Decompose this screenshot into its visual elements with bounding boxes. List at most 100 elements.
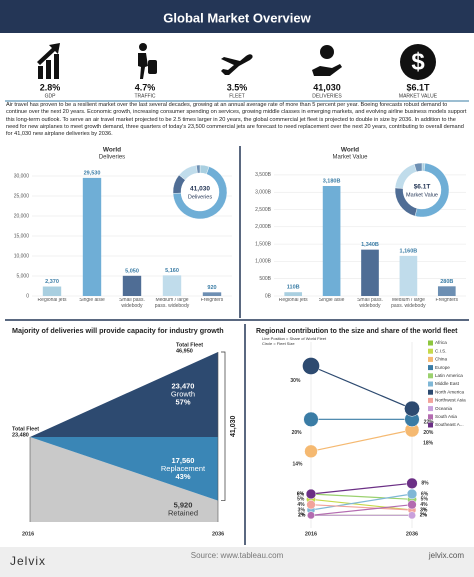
- value-label: 110B: [287, 285, 300, 291]
- point-label: 4%: [297, 502, 305, 508]
- footer-bar: [0, 547, 474, 577]
- bar: [437, 286, 456, 296]
- point-label: 2%: [420, 513, 428, 519]
- slope-line: [310, 493, 413, 511]
- x-tick-label: Small pass. widebody: [119, 298, 145, 309]
- point-label: 2%: [298, 513, 306, 519]
- intro: Air travel has proven to be a resilient …: [6, 102, 467, 138]
- slope-point: [303, 411, 319, 427]
- y-tick-label: 30,000: [14, 173, 30, 179]
- icon: [148, 60, 157, 74]
- y-tick-label: 3,000B: [255, 190, 272, 196]
- legend-label: Oceania: [435, 406, 453, 411]
- slope-line: [310, 493, 413, 500]
- x-tick-label: 2016: [305, 531, 317, 537]
- legend-swatch: [428, 356, 433, 362]
- legend-swatch: [428, 414, 433, 420]
- value-label: 920: [207, 285, 216, 291]
- legend-label: Southeast A...: [435, 422, 464, 427]
- total-value: 46,950: [176, 348, 193, 354]
- flow-area: [30, 436, 218, 522]
- flow-area: [30, 352, 218, 437]
- icon: [320, 45, 334, 59]
- header-title: Global Market Overview: [163, 10, 311, 25]
- point-label: 20%: [423, 430, 434, 436]
- bar: [202, 292, 222, 296]
- legend-label: Middle East: [435, 381, 460, 386]
- chart-subtitle: Circle = Fleet Size: [262, 341, 295, 346]
- legend-swatch: [428, 348, 433, 354]
- donut-center: [403, 171, 441, 209]
- value-label: 2,370: [45, 279, 59, 285]
- legend-swatch: [428, 397, 433, 403]
- bar: [361, 249, 379, 296]
- bar: [122, 275, 142, 296]
- y-tick-label: 3,500B: [255, 172, 272, 178]
- x-tick-label: Freighters: [200, 298, 224, 303]
- kpi-value: 2.8%: [40, 82, 61, 92]
- kpi-label: DELIVERIES: [312, 93, 342, 99]
- x-tick-box: Single aisle: [79, 298, 105, 303]
- value-label: 1,340B: [361, 242, 379, 248]
- icon: [139, 43, 147, 51]
- kpi-label: GDP: [45, 93, 57, 99]
- chart-subtitle: Deliveries: [99, 155, 125, 161]
- legend-label: Northwest Asia: [435, 398, 466, 403]
- slope-point: [304, 444, 318, 459]
- y-tick-label: 0B: [265, 293, 272, 299]
- legend-swatch: [428, 389, 433, 395]
- x-tick-label: Small pass. widebody: [357, 298, 383, 309]
- x-tick-box: Small pass. widebody: [119, 298, 145, 309]
- flow-area: [30, 436, 218, 501]
- point-label: 3%: [420, 507, 428, 513]
- point-label: 2%: [298, 513, 306, 519]
- value-label: 5,160: [165, 268, 179, 274]
- donut-label: 41,030: [190, 186, 210, 193]
- x-tick-label: Single aisle: [318, 298, 345, 303]
- x-tick-label: 2036: [406, 531, 418, 537]
- point-label: 18%: [423, 441, 434, 447]
- y-tick-label: 500B: [259, 276, 271, 282]
- slope-line: [310, 498, 413, 511]
- segment-value: 17,560: [172, 456, 195, 465]
- footer-source: Source: www.tableau.com: [191, 551, 284, 560]
- value-label: 3,180B: [323, 178, 341, 184]
- kpi-label: TRAFFIC: [134, 93, 155, 99]
- y-tick-label: 2,500B: [255, 207, 272, 213]
- x-tick-box: Medium / large pass. widebody: [391, 298, 425, 308]
- bar: [82, 177, 102, 296]
- slope-point: [302, 357, 320, 375]
- point-label: 8%: [421, 481, 429, 487]
- slope-point: [306, 500, 316, 510]
- kpi-label: FLEET: [229, 93, 245, 99]
- intro-box: Air travel has proven to be a resilient …: [6, 102, 467, 138]
- x-tick-label: Single aisle: [79, 298, 105, 303]
- legend-label: C.I.S.: [435, 348, 447, 353]
- bar: [322, 185, 341, 296]
- value-label: 29,530: [84, 170, 101, 176]
- chart-subtitle: Line Position = Share of World Fleet: [262, 336, 327, 341]
- segment-share: 57%: [175, 397, 190, 406]
- point-label: 2%: [420, 513, 428, 519]
- slope-point: [305, 488, 317, 500]
- total-value: 23,480: [12, 432, 29, 438]
- kpi-icons: $: [37, 43, 436, 80]
- legend-swatch: [428, 340, 433, 346]
- slope-line: [310, 504, 413, 516]
- segment-value: 23,470: [172, 381, 195, 390]
- icon: [54, 54, 59, 79]
- slope-point: [404, 400, 420, 417]
- y-tick-label: 2,000B: [255, 224, 272, 230]
- x-tick-box: Regional jets: [279, 298, 308, 303]
- point-label: 4%: [420, 502, 428, 508]
- x-tick-label: 2036: [212, 531, 224, 537]
- legend-swatch: [428, 373, 433, 379]
- icon: [400, 44, 436, 80]
- total-label: Total Fleet: [176, 342, 203, 348]
- icon: [138, 53, 148, 79]
- slope-point: [408, 511, 416, 520]
- x-tick-box: Freighters: [200, 298, 224, 303]
- kpi-value: $6.1T: [406, 82, 430, 92]
